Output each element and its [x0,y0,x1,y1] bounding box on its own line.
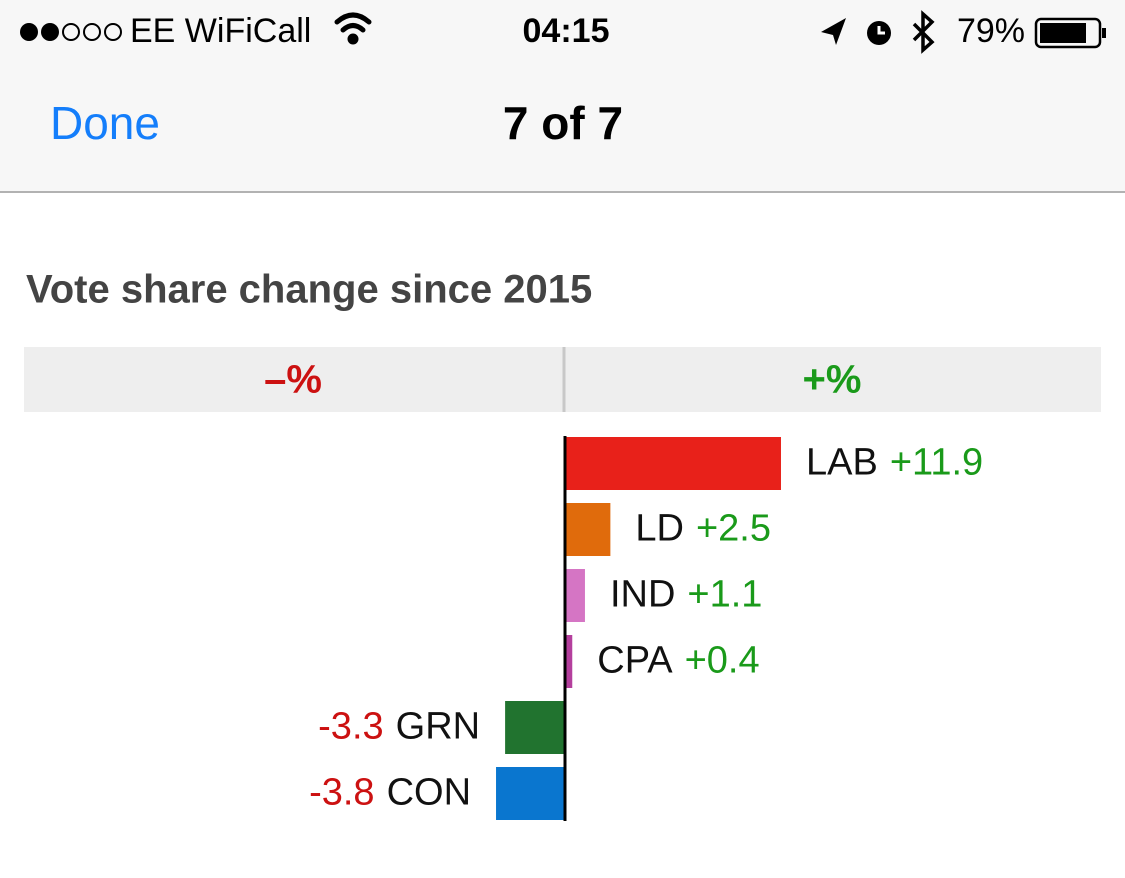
alarm-hands [877,26,885,35]
value-label: +2.5 [696,508,771,550]
done-button[interactable]: Done [50,97,160,149]
wifi-arc [334,12,372,25]
bars: LAB +11.9 LD +2.5 IND +1.1 CPA +0.4 -3.3 GRN -3.8 C… [309,437,983,820]
clock: 04:15 [523,12,610,50]
category-label: CON [387,772,471,814]
carrier: EE WiFiCall [130,12,311,50]
bar-label: LAB +11.9 [806,442,983,484]
alarm-icon [867,21,891,45]
battery-icon [1034,17,1106,49]
positive-header: +% [803,358,862,402]
signal-dot [41,23,59,41]
value-label: +11.9 [890,442,983,484]
chart-title: Vote share change since 2015 [26,268,592,312]
category-label: IND [610,574,675,616]
battery-tip [1102,28,1106,38]
bar [565,437,781,490]
bar-label: IND +1.1 [610,574,762,616]
signal-dot [62,23,80,41]
bar-label: -3.8 CON [309,772,471,814]
wifi-arc [340,23,366,33]
category-label: CPA [597,640,673,682]
category-label: GRN [396,706,480,748]
battery-level [1040,23,1086,43]
value-label: -3.3 [318,706,383,748]
top-bar [0,0,1125,192]
location-icon [821,18,846,45]
bluetooth-icon [912,10,935,54]
negative-header: –% [264,358,322,402]
bar-label: CPA +0.4 [597,640,759,682]
bar [496,767,565,820]
battery-percent: 79% [957,12,1025,50]
signal-dot [104,23,122,41]
category-label: LAB [806,442,878,484]
signal-dot [83,23,101,41]
bar [565,569,585,622]
value-label: +1.1 [687,574,762,616]
signal-dot [20,23,38,41]
wifi-dot [347,33,359,45]
signal [20,23,122,41]
wifi-icon [334,12,372,45]
bar [505,701,565,754]
category-label: LD [635,508,684,550]
bar-label: -3.3 GRN [318,706,480,748]
battery-frame [1034,17,1102,49]
value-label: -3.8 [309,772,374,814]
nav-title: 7 of 7 [503,97,623,149]
value-label: +0.4 [685,640,760,682]
bar [565,503,611,556]
bar [565,635,573,688]
bar-label: LD +2.5 [635,508,771,550]
